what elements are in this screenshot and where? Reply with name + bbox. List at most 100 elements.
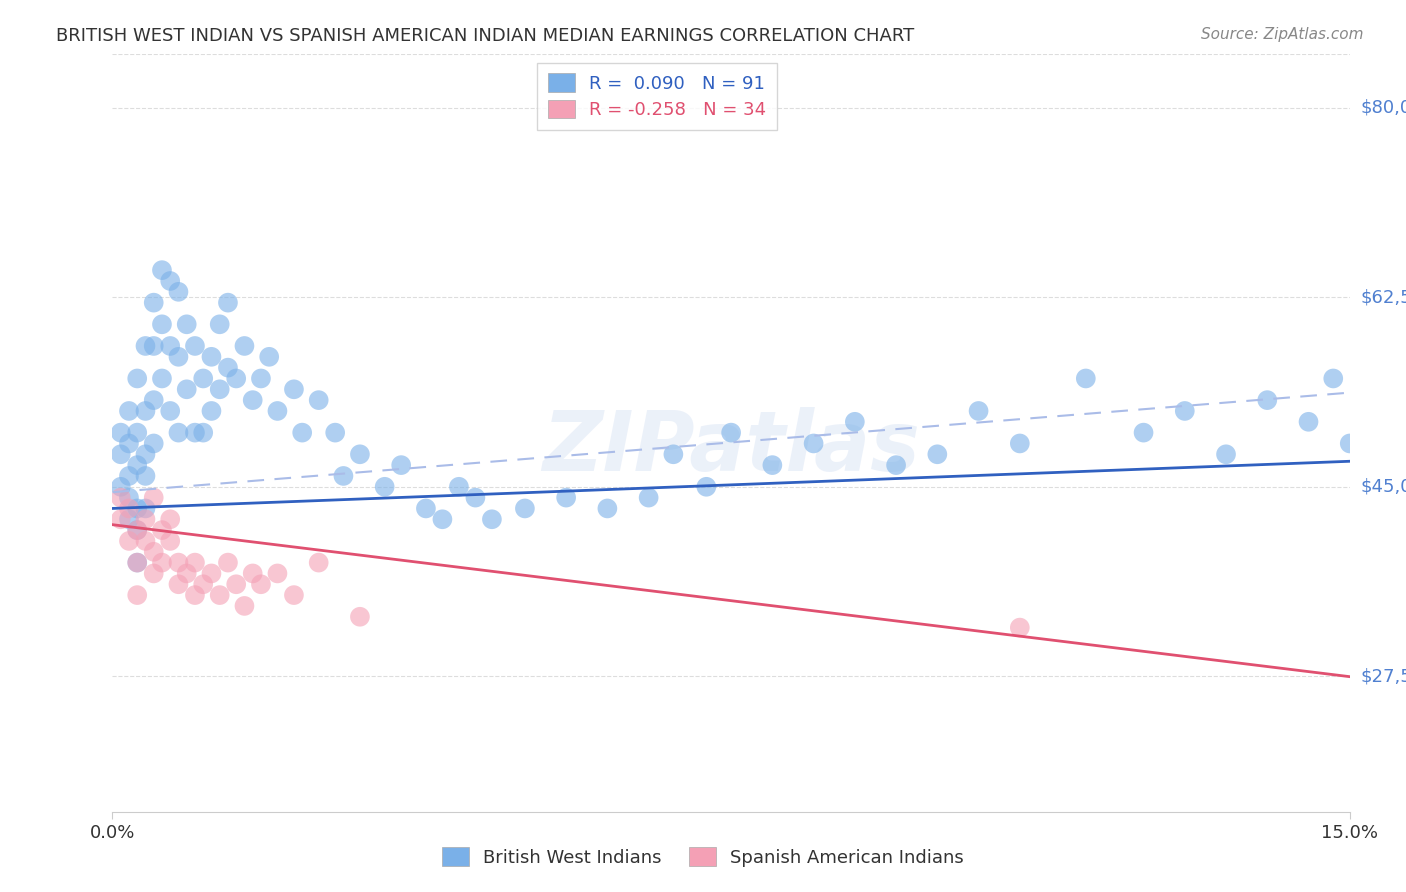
Point [159, 404, 181, 418]
Point [134, 339, 156, 353]
Point [1371, 382, 1393, 396]
Point [349, 447, 371, 461]
Point [110, 447, 132, 461]
Point [695, 480, 717, 494]
Text: ZIPatlas: ZIPatlas [543, 408, 920, 488]
Point [308, 393, 330, 408]
Point [1132, 425, 1154, 440]
Point [1379, 415, 1402, 429]
Point [118, 501, 141, 516]
Point [555, 491, 578, 505]
Point [176, 318, 198, 332]
Point [159, 274, 181, 288]
Text: $62,500: $62,500 [1361, 288, 1406, 306]
Point [142, 545, 165, 559]
Point [176, 566, 198, 581]
Point [1379, 393, 1402, 408]
Point [1355, 404, 1378, 418]
Point [803, 436, 825, 450]
Point [118, 469, 141, 483]
Point [184, 339, 207, 353]
Point [1008, 621, 1031, 635]
Point [217, 556, 239, 570]
Text: $27,500: $27,500 [1361, 667, 1406, 685]
Point [208, 588, 231, 602]
Point [1256, 393, 1278, 408]
Point [134, 404, 156, 418]
Legend: British West Indians, Spanish American Indians: British West Indians, Spanish American I… [434, 840, 972, 874]
Point [142, 393, 165, 408]
Point [481, 512, 503, 526]
Point [200, 404, 222, 418]
Point [134, 533, 156, 548]
Point [142, 295, 165, 310]
Text: $80,000: $80,000 [1361, 99, 1406, 117]
Point [118, 491, 141, 505]
Point [127, 458, 149, 472]
Point [134, 447, 156, 461]
Point [184, 588, 207, 602]
Point [193, 577, 215, 591]
Point [242, 393, 264, 408]
Point [250, 577, 273, 591]
Point [884, 458, 907, 472]
Point [150, 523, 173, 537]
Point [250, 371, 273, 385]
Point [389, 458, 412, 472]
Point [233, 599, 256, 613]
Point [432, 512, 454, 526]
Point [159, 512, 181, 526]
Point [127, 556, 149, 570]
Point [266, 404, 288, 418]
Point [118, 533, 141, 548]
Point [1339, 436, 1361, 450]
Point [142, 436, 165, 450]
Point [176, 382, 198, 396]
Point [150, 371, 173, 385]
Point [374, 480, 396, 494]
Point [266, 566, 288, 581]
Point [184, 425, 207, 440]
Point [150, 318, 173, 332]
Point [637, 491, 659, 505]
Point [110, 425, 132, 440]
Text: Source: ZipAtlas.com: Source: ZipAtlas.com [1201, 27, 1364, 42]
Legend: R =  0.090   N = 91, R = -0.258   N = 34: R = 0.090 N = 91, R = -0.258 N = 34 [537, 62, 778, 130]
Point [167, 577, 190, 591]
Point [967, 404, 990, 418]
Point [415, 501, 437, 516]
Point [110, 480, 132, 494]
Point [217, 360, 239, 375]
Point [200, 350, 222, 364]
Point [225, 577, 247, 591]
Text: $45,000: $45,000 [1361, 478, 1406, 496]
Point [134, 501, 156, 516]
Point [200, 566, 222, 581]
Point [142, 491, 165, 505]
Point [596, 501, 619, 516]
Point [662, 447, 685, 461]
Point [1322, 371, 1344, 385]
Point [308, 556, 330, 570]
Point [167, 285, 190, 299]
Point [1074, 371, 1097, 385]
Point [127, 425, 149, 440]
Point [142, 566, 165, 581]
Point [1379, 360, 1402, 375]
Point [1008, 436, 1031, 450]
Point [127, 501, 149, 516]
Point [193, 371, 215, 385]
Point [159, 533, 181, 548]
Point [193, 425, 215, 440]
Point [720, 425, 742, 440]
Point [110, 512, 132, 526]
Point [217, 295, 239, 310]
Point [332, 469, 354, 483]
Point [134, 512, 156, 526]
Point [349, 609, 371, 624]
Point [291, 425, 314, 440]
Point [134, 469, 156, 483]
Point [127, 523, 149, 537]
Point [208, 382, 231, 396]
Point [127, 556, 149, 570]
